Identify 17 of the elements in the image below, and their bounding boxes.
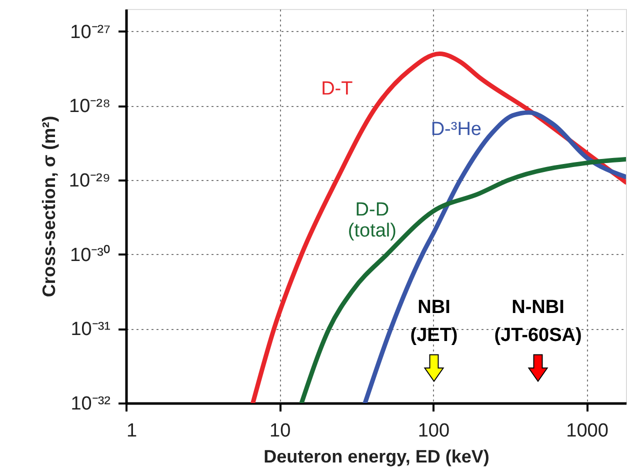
y-tick-label: 10⁻²⁷	[70, 22, 111, 43]
series-label: D-T	[321, 78, 354, 100]
y-tick-label: 10⁻³¹	[70, 319, 110, 340]
annotation: N-NBI (JT-60SA)	[494, 297, 582, 346]
x-tick-label: 100	[418, 420, 450, 442]
y-axis-title: Cross-section, σ (m²)	[38, 116, 59, 298]
x-tick-label: 1000	[566, 420, 608, 442]
series-label: D-³He	[430, 118, 482, 140]
x-axis-title: Deuteron energy, ED (keV)	[264, 446, 490, 466]
y-tick-label: 10⁻³⁰	[70, 244, 110, 266]
y-tick-label: 10⁻²⁸	[69, 96, 110, 118]
x-tick-label: 1	[126, 420, 138, 442]
series-label: D-D (total)	[348, 199, 396, 242]
x-tick-label: 10	[270, 420, 291, 442]
y-tick-label: 10⁻³²	[70, 394, 110, 414]
annotation: NBI (JET)	[410, 297, 458, 346]
y-tick-label: 10⁻²⁹	[68, 170, 110, 192]
